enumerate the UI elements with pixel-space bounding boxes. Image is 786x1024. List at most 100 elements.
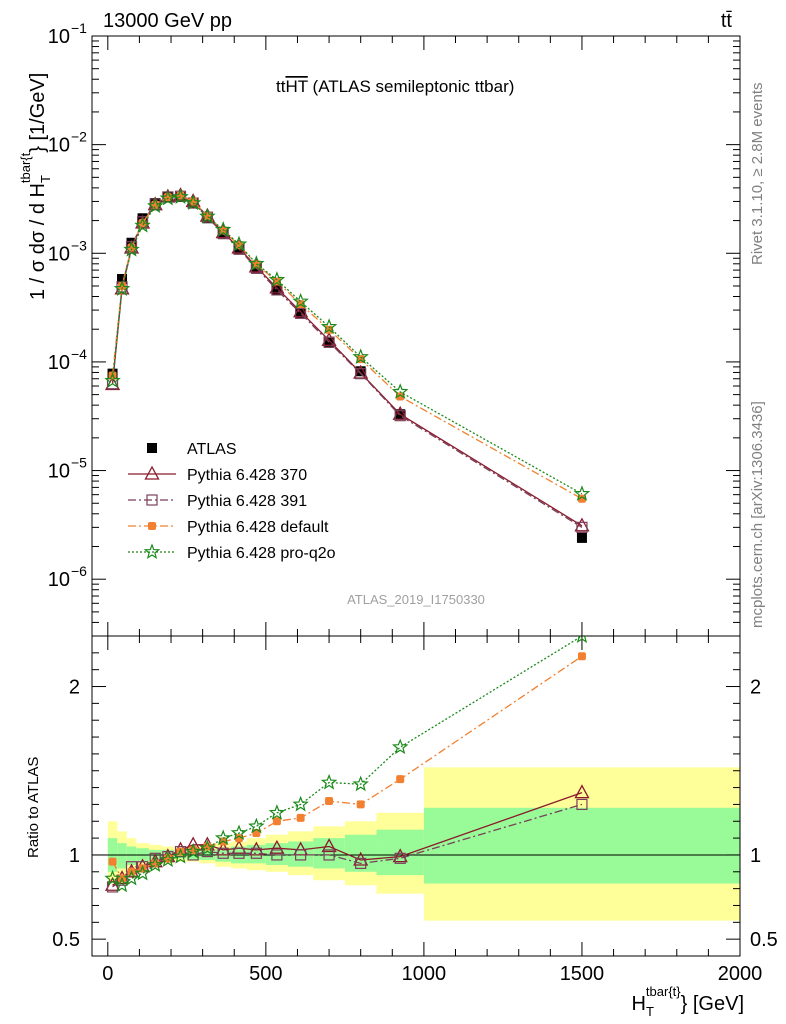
- ratio-point-pq2o: [576, 636, 588, 644]
- y-tick-label-exponent: −2: [71, 129, 87, 145]
- data-point-pdefault: [577, 494, 586, 503]
- ratio-point-pdefault: [577, 652, 586, 661]
- y-tick-label: 10: [48, 243, 70, 265]
- ratio-y-tick-label: 2: [69, 677, 80, 699]
- ratio-point-pdefault: [396, 775, 405, 784]
- ratio-point-pq2o: [268, 804, 286, 820]
- axes-frames: 0 500 1000 1500 200010−610−510−410−310−210−1…: [48, 20, 778, 985]
- y-axis-label-main: 1 / σ dσ / d HTtbar{t} [1/GeV]: [18, 73, 53, 300]
- band-inner-bin: [265, 843, 288, 866]
- series-line-p391: [111, 195, 583, 528]
- legend-item-pq2o: Pythia 6.428 pro-q2o: [128, 543, 336, 562]
- data-point-pq2o: [104, 372, 121, 388]
- ratio-line-pdefault: [111, 655, 583, 880]
- data-point-pq2o: [230, 235, 248, 252]
- ratio-line-pq2o: [112, 636, 583, 887]
- series-line-pq2o: [111, 196, 583, 495]
- ratio-point-p370: [392, 848, 408, 863]
- x-label-text: H: [632, 993, 646, 1015]
- legend-marker-atlas: [147, 443, 157, 453]
- ratio-point-p391: [217, 847, 229, 859]
- ratio-point-pq2o: [123, 869, 140, 886]
- data-point-p370: [269, 279, 285, 294]
- legend-marker-pdefault: [148, 522, 156, 530]
- band-inner-bin: [287, 841, 314, 867]
- band-inner-bin: [423, 807, 740, 884]
- y-tick-label: 10: [48, 569, 70, 591]
- legend-marker-p391: [146, 494, 158, 506]
- x-tick-label: 1000: [402, 963, 447, 985]
- x-label-sup: tbar{t}: [646, 984, 681, 999]
- data-point-pdefault: [138, 218, 147, 227]
- ratio-point-p370: [321, 838, 337, 853]
- data-point-p391: [355, 368, 367, 380]
- analysis-id-label: ATLAS_2019_I1750330: [347, 592, 485, 607]
- data-point-p391: [576, 521, 588, 533]
- y-axis-label-ratio: Ratio to ATLAS: [25, 757, 42, 858]
- ratio-point-pdefault: [108, 857, 117, 866]
- mcplots-label: mcplots.cern.ch [arXiv:1306.3436]: [749, 401, 766, 628]
- ratio-point-pq2o: [199, 839, 216, 856]
- plot-title-overline: HT: [285, 77, 307, 96]
- ratio-point-p370: [293, 841, 309, 856]
- data-point-pq2o: [159, 189, 177, 206]
- data-point-pq2o: [248, 255, 265, 271]
- y-tick-label-exponent: −5: [71, 455, 87, 471]
- data-point-pq2o: [292, 292, 309, 309]
- data-point-atlas: [117, 273, 128, 284]
- band-inner-bin: [313, 838, 345, 869]
- ratio-point-p391: [233, 847, 245, 859]
- data-point-pq2o: [123, 240, 140, 257]
- ratio-y-tick-label-right: 1: [750, 845, 761, 867]
- x-tick-label: 2000: [718, 963, 763, 985]
- legend-marker-pq2o: [143, 543, 161, 560]
- ratio-point-pq2o: [320, 773, 338, 790]
- data-point-p391: [394, 410, 406, 422]
- data-point-pq2o: [352, 348, 369, 365]
- ratio-point-pq2o: [184, 842, 202, 859]
- plot-title-rest: (ATLAS semileptonic ttbar): [308, 77, 515, 96]
- x-label-sub: T: [646, 1004, 654, 1019]
- y-label-text: 1 / σ dσ / d H: [27, 183, 49, 300]
- ratio-point-pdefault: [296, 813, 305, 822]
- ratio-point-p370: [574, 784, 590, 799]
- ratio-series-group: [104, 636, 590, 893]
- ratio-point-p370: [353, 851, 369, 866]
- data-point-p391: [295, 307, 307, 319]
- plot-title: ttHT (ATLAS semileptonic ttbar): [276, 77, 514, 96]
- data-point-p370: [353, 364, 369, 379]
- ratio-point-p391: [250, 847, 262, 859]
- data-point-pdefault: [163, 192, 172, 201]
- x-tick-label: 500: [249, 963, 282, 985]
- y-label-sub: T: [38, 175, 53, 183]
- ratio-point-pq2o: [248, 817, 265, 834]
- data-point-atlas: [271, 284, 282, 295]
- y-label-sup: tbar{t: [18, 152, 33, 183]
- ratio-point-pq2o: [214, 829, 232, 846]
- ratio-y-tick-label-right: 0.5: [750, 929, 778, 951]
- data-point-pq2o: [320, 318, 338, 334]
- ratio-point-p370: [248, 841, 264, 856]
- ratio-point-pdefault: [272, 817, 281, 826]
- y-tick-label-exponent: −6: [71, 563, 87, 579]
- data-point-p370: [574, 517, 590, 532]
- legend-label-p391: Pythia 6.428 391: [187, 493, 307, 510]
- ratio-y-tick-label: 0.5: [52, 929, 80, 951]
- ratio-point-p391: [323, 849, 335, 861]
- ratio-point-pq2o: [292, 795, 309, 812]
- ratio-point-pq2o: [113, 876, 131, 893]
- legend-item-p391: Pythia 6.428 391: [128, 493, 307, 510]
- band-inner-bin: [117, 843, 127, 869]
- data-point-pq2o: [134, 216, 151, 233]
- ratio-point-pdefault: [356, 800, 365, 809]
- data-point-pq2o: [199, 207, 216, 224]
- legend-item-p370: Pythia 6.428 370: [128, 465, 307, 484]
- data-point-pq2o: [113, 280, 131, 296]
- ratio-point-pq2o: [352, 775, 369, 792]
- legend-item-pdefault: Pythia 6.428 default: [128, 519, 329, 536]
- legend-marker-p370: [144, 465, 160, 480]
- ratio-y-tick-label: 1: [69, 845, 80, 867]
- ratio-point-pq2o: [134, 864, 151, 881]
- y-tick-label: 10: [48, 135, 70, 157]
- x-axis-label: HTtbar{t}} [GeV]: [632, 984, 744, 1019]
